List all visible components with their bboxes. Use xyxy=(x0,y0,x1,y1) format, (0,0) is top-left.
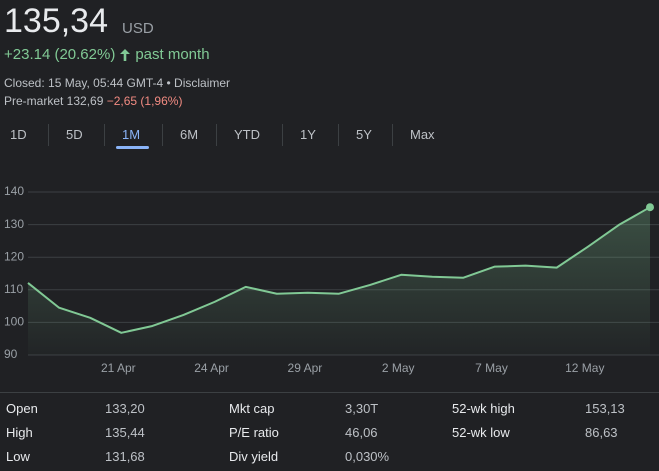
stat-label: Mkt cap xyxy=(229,401,275,416)
stat-value: 131,68 xyxy=(105,449,145,464)
stat-label: 52-wk high xyxy=(452,401,515,416)
stats-divider xyxy=(0,392,659,393)
tab-separator xyxy=(282,124,283,146)
stat-value: 133,20 xyxy=(105,401,145,416)
change: +23.14 (20.62%) xyxy=(4,46,116,63)
price: 135,34 xyxy=(4,2,108,40)
x-tick-label: 29 Apr xyxy=(288,361,323,375)
tab[interactable]: 5D xyxy=(66,127,83,142)
period: past month xyxy=(135,46,210,63)
stat-label: High xyxy=(6,425,33,440)
tab[interactable]: 1M xyxy=(122,127,141,142)
stat-value: 3,30T xyxy=(345,401,379,416)
y-tick-label: 120 xyxy=(4,249,24,263)
tab[interactable]: 1D xyxy=(10,127,27,142)
stat-value: 86,63 xyxy=(585,425,618,440)
x-tick-label: 24 Apr xyxy=(194,361,229,375)
tab-underline xyxy=(116,146,149,149)
tab[interactable]: Max xyxy=(410,127,435,142)
tab-separator xyxy=(48,124,49,146)
x-tick-label: 21 Apr xyxy=(101,361,136,375)
y-tick-label: 140 xyxy=(4,184,24,198)
premarket-change: −2,65 (1,96%) xyxy=(106,94,183,108)
x-tick-label: 2 May xyxy=(382,361,415,375)
change-row: +23.14 (20.62%) past month xyxy=(4,46,210,63)
stat-value: 153,13 xyxy=(585,401,625,416)
stat-label: Open xyxy=(6,401,38,416)
y-tick-label: 90 xyxy=(4,347,18,361)
stat-label: Div yield xyxy=(229,449,279,464)
price-line xyxy=(27,206,651,334)
tab-separator xyxy=(162,124,163,146)
stat-label: P/E ratio xyxy=(229,425,279,440)
tab[interactable]: 1Y xyxy=(300,127,316,142)
x-tick-label: 7 May xyxy=(475,361,508,375)
stat-label: Low xyxy=(6,449,30,464)
tab[interactable]: YTD xyxy=(234,127,260,142)
closed: Closed: 15 May, 05:44 GMT-4 • Disclaimer xyxy=(4,76,231,90)
premarket: Pre-market 132,69 −2,65 (1,96%) xyxy=(4,94,182,108)
premarket-label: Pre-market 132,69 xyxy=(4,94,104,108)
stat-value: 46,06 xyxy=(345,425,378,440)
currency: USD xyxy=(122,20,154,37)
stat-label: 52-wk low xyxy=(452,425,510,440)
tab[interactable]: 6M xyxy=(180,127,199,142)
tab[interactable]: 5Y xyxy=(356,127,372,142)
tab-separator xyxy=(392,124,393,146)
y-tick-label: 130 xyxy=(4,217,24,231)
stat-value: 0,030% xyxy=(345,449,390,464)
stat-value: 135,44 xyxy=(105,425,145,440)
last-point xyxy=(646,203,654,212)
tab-separator xyxy=(104,124,105,146)
tab-separator xyxy=(216,124,217,146)
y-tick-label: 100 xyxy=(4,315,24,329)
area xyxy=(28,207,650,355)
x-tick-label: 12 May xyxy=(565,361,604,375)
chart: 90 100 110 120 130 140 21 Apr 24 Apr 29 Apr 2 May… xyxy=(4,184,659,375)
tab-separator xyxy=(338,124,339,146)
up-arrow xyxy=(120,48,131,61)
y-tick-label: 110 xyxy=(4,282,23,296)
